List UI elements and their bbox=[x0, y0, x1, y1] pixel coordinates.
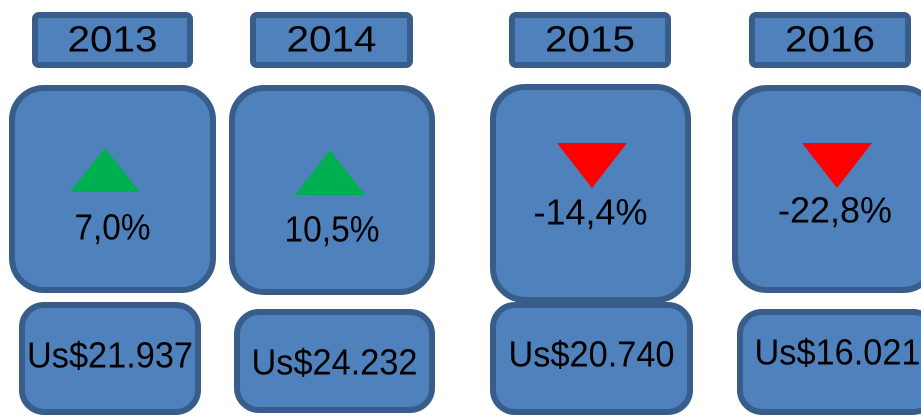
year-box bbox=[509, 12, 671, 68]
year-box bbox=[250, 12, 413, 68]
trend-arrow bbox=[802, 143, 872, 188]
amount-box bbox=[234, 309, 435, 413]
year: 2016 bbox=[785, 19, 875, 60]
amount-box bbox=[490, 302, 693, 415]
trend-arrow bbox=[70, 148, 140, 192]
trend-arrow bbox=[295, 150, 365, 195]
change: 10,5% bbox=[285, 209, 380, 250]
year: 2013 bbox=[68, 19, 158, 60]
year: 2014 bbox=[287, 19, 377, 60]
amount: Us$24.232 bbox=[252, 342, 418, 383]
amount: Us$16.021 bbox=[755, 332, 921, 373]
year: 2015 bbox=[545, 19, 635, 60]
change: 7,0% bbox=[75, 207, 151, 248]
trend-arrow bbox=[557, 143, 627, 188]
amount: Us$21.937 bbox=[27, 335, 193, 376]
year-box bbox=[749, 12, 911, 68]
amount-box bbox=[737, 309, 921, 415]
change-box bbox=[732, 85, 921, 293]
change-box bbox=[490, 84, 691, 303]
amount-box bbox=[19, 302, 201, 415]
amount: Us$20.740 bbox=[509, 334, 675, 375]
year-box bbox=[32, 12, 193, 68]
change: -22,8% bbox=[778, 190, 892, 231]
change: -14,4% bbox=[534, 192, 648, 233]
